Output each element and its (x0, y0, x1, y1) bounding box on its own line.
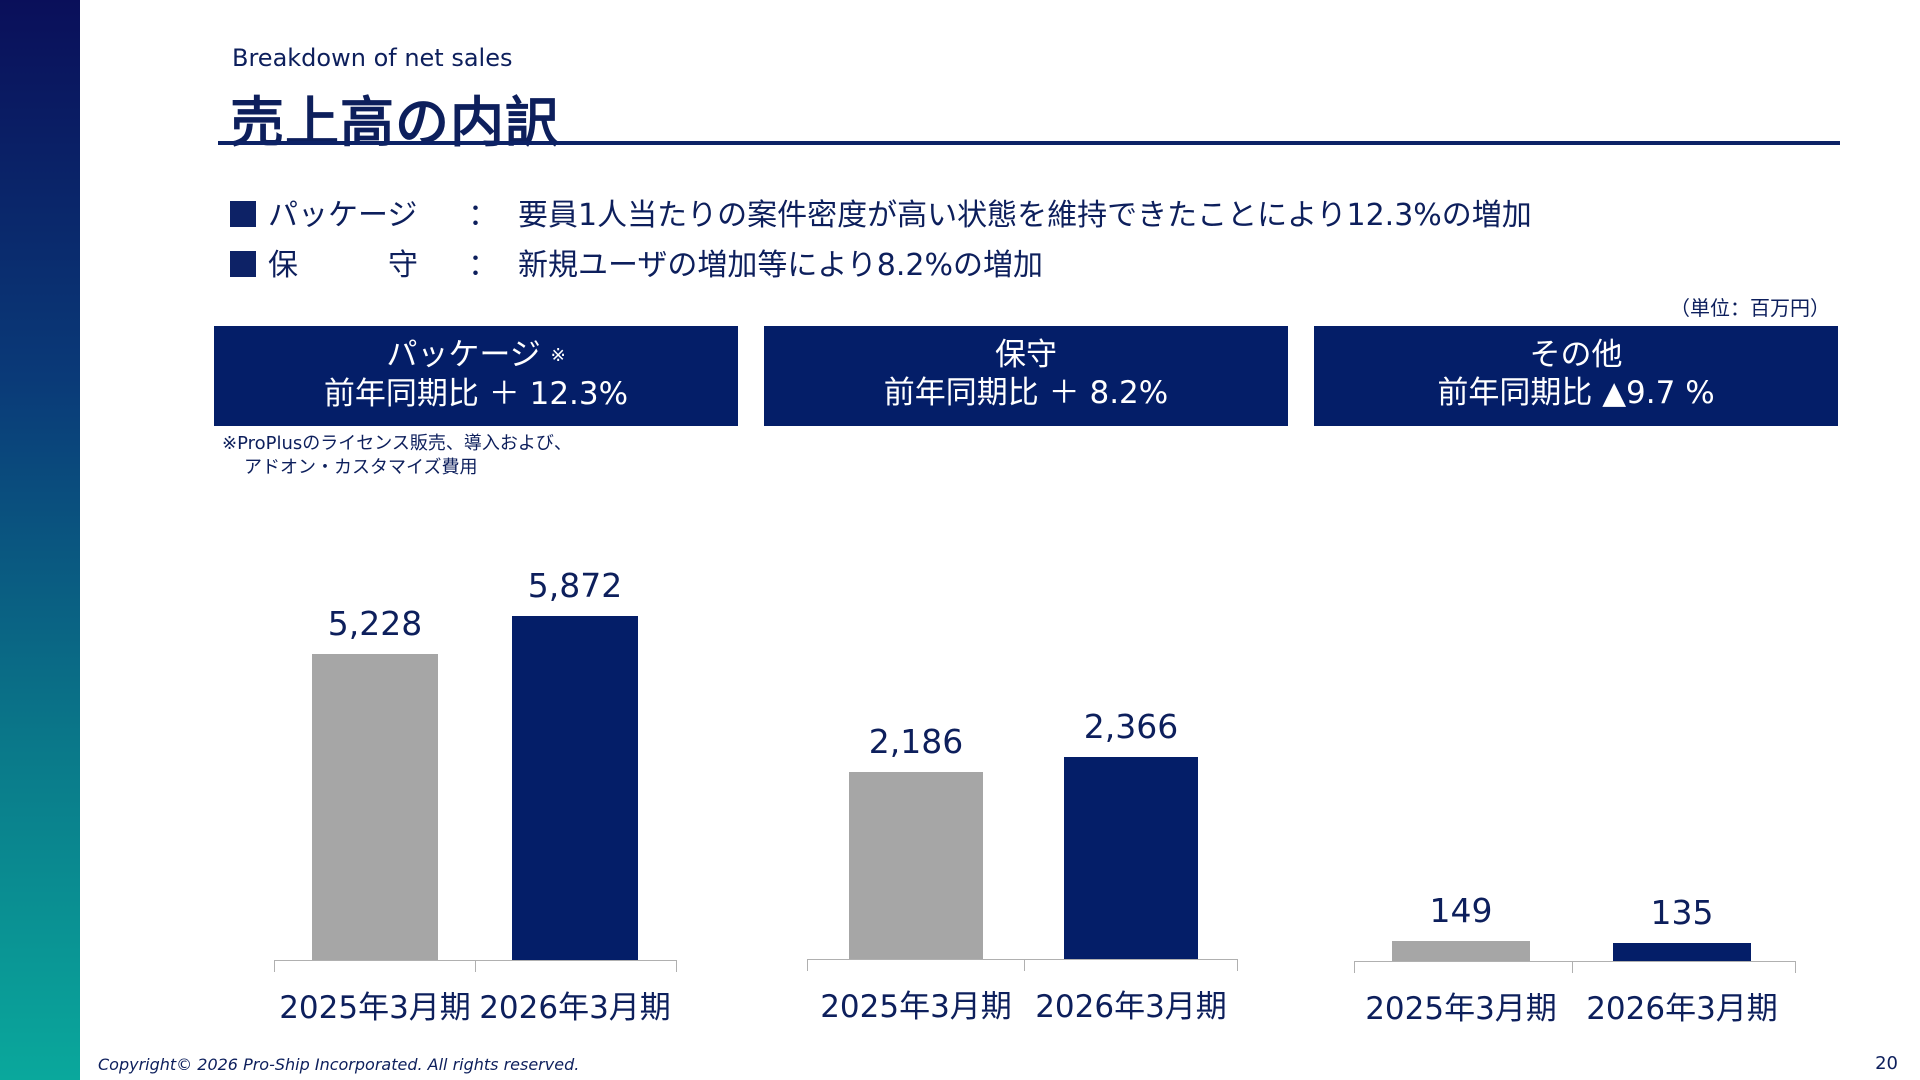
segment-change: 前年同期比 ▲9.7 % (1437, 375, 1715, 411)
point-colon: ： (468, 248, 498, 283)
bar-other-fy2026 (1613, 943, 1751, 961)
point-maintenance: 保 守 ： 新規ユーザの増加等により8.2%の増加 (230, 240, 1043, 284)
category-label: 2026年3月期 (479, 990, 671, 1026)
category-label: 2025年3月期 (820, 989, 1012, 1025)
bar-package-fy2025 (312, 654, 438, 960)
segment-box-maintenance: 保守 前年同期比 ＋ 8.2% (764, 326, 1288, 426)
footnote-line-1: ※ProPlusのライセンス販売、導入および、 (222, 433, 572, 454)
axis-tick (1795, 961, 1796, 973)
segment-name: その他 (1529, 337, 1623, 373)
point-colon: ： (468, 198, 498, 233)
segment-change: 前年同期比 ＋ 8.2% (883, 375, 1169, 411)
category-label: 2025年3月期 (1365, 991, 1557, 1027)
title-underline (218, 141, 1840, 145)
segment-name: 保守 (995, 337, 1057, 373)
axis-tick (475, 960, 476, 972)
data-label: 5,228 (327, 604, 423, 643)
segment-change: 前年同期比 ＋ 12.3% (323, 376, 629, 412)
bar-maintenance-fy2026 (1064, 757, 1198, 959)
point-text: 新規ユーザの増加等により8.2%の増加 (518, 248, 1044, 283)
category-label: 2026年3月期 (1035, 989, 1227, 1025)
data-label: 2,186 (868, 722, 964, 761)
bar-maintenance-fy2025 (849, 772, 983, 959)
segment-box-package: パッケージ ※ 前年同期比 ＋ 12.3% (214, 326, 738, 426)
footnote-line-2: アドオン・カスタマイズ費用 (244, 457, 478, 478)
data-label: 135 (1650, 893, 1714, 932)
bar-package-fy2026 (512, 616, 638, 960)
copyright: Copyright© 2026 Pro-Ship Incorporated. A… (98, 1055, 580, 1074)
square-bullet-icon (230, 251, 256, 277)
axis-tick (1354, 961, 1355, 973)
point-package: パッケージ ： 要員1人当たりの案件密度が高い状態を維持できたことにより12.3%の… (230, 190, 1532, 234)
segment-box-other: その他 前年同期比 ▲9.7 % (1314, 326, 1838, 426)
page-number: 20 (1875, 1053, 1898, 1074)
point-label: 保 守 (268, 248, 418, 283)
axis-tick (1237, 959, 1238, 971)
footnote: ※ProPlusのライセンス販売、導入および、 アドオン・カスタマイズ費用 (222, 432, 572, 480)
point-text: 要員1人当たりの案件密度が高い状態を維持できたことにより12.3%の増加 (518, 198, 1532, 233)
x-axis-other (1354, 961, 1795, 962)
bar-other-fy2025 (1392, 941, 1530, 961)
page-title: 売上高の内訳 (230, 91, 560, 154)
data-label: 2,366 (1083, 707, 1179, 746)
point-label: パッケージ (268, 198, 418, 233)
axis-tick (807, 959, 808, 971)
sidebar-gradient (0, 0, 80, 1080)
square-bullet-icon (230, 201, 256, 227)
unit-label: （単位：百万円） (1670, 296, 1830, 320)
data-label: 5,872 (527, 566, 623, 605)
x-axis-maintenance (807, 959, 1237, 960)
page-subtitle: Breakdown of net sales (232, 44, 513, 72)
data-label: 149 (1429, 891, 1493, 930)
segment-name: パッケージ (386, 337, 541, 373)
axis-tick (1572, 961, 1573, 973)
category-label: 2025年3月期 (279, 990, 471, 1026)
axis-tick (1024, 959, 1025, 971)
axis-tick (676, 960, 677, 972)
category-label: 2026年3月期 (1586, 991, 1778, 1027)
axis-tick (274, 960, 275, 972)
footnote-mark: ※ (550, 345, 566, 366)
